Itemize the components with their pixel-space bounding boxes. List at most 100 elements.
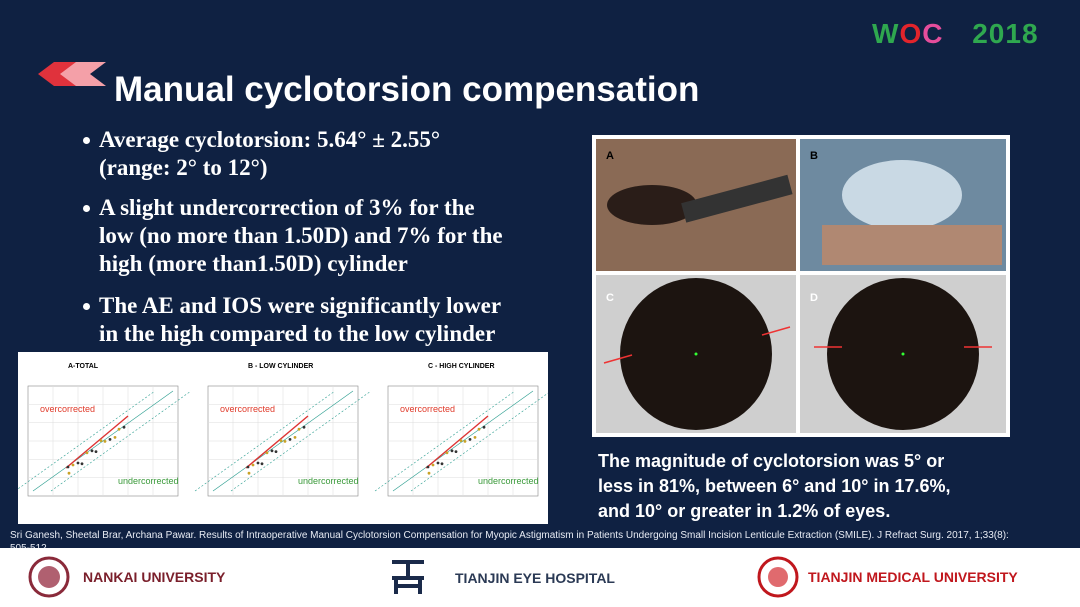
scatter-dot	[90, 449, 94, 453]
under-label: undercorrected	[118, 476, 179, 486]
bullet-dot	[83, 137, 90, 144]
footer-left: NANKAI UNIVERSITY	[83, 569, 226, 585]
scatter-dot	[270, 449, 274, 453]
scatter-dot	[274, 450, 278, 453]
bullet-line: in the high compared to the low cylinder	[99, 321, 496, 346]
reference-line	[230, 390, 372, 492]
scatter-dot	[431, 463, 435, 467]
scatter-dot	[293, 436, 297, 439]
caption-line: and 10° or greater in 1.2% of eyes.	[598, 501, 891, 521]
scatter-dot	[468, 438, 472, 441]
scatter-dot	[427, 471, 431, 475]
scatter-dot	[117, 427, 121, 431]
scatter-dot	[251, 463, 255, 467]
conference-logo: WOC 2018	[872, 18, 1039, 50]
bullet-line: A slight undercorrection of 3% for the	[99, 195, 475, 220]
footer-right: TIANJIN MEDICAL UNIVERSITY	[808, 569, 1018, 585]
scatter-dot	[454, 450, 458, 453]
over-label: overcorrected	[400, 404, 455, 414]
caption-line: less in 81%, between 6° and 10° in 17.6%…	[598, 476, 951, 496]
scatter-dot	[103, 440, 107, 443]
scatter-dot	[440, 462, 444, 466]
scatter-image: A-TOTAL overcorrected undercorrected B - LO…	[14, 363, 552, 497]
scatter-dot	[436, 461, 440, 465]
fit-line	[425, 415, 489, 469]
bullet-line: Average cyclotorsion: 5.64° ± 2.55°	[99, 127, 441, 152]
scatter-dot	[450, 449, 454, 453]
scatter-dot	[288, 438, 292, 441]
scatter-dot	[482, 425, 486, 429]
scatter-dot	[477, 427, 481, 431]
eye-hospital-logo	[392, 560, 424, 594]
logo-year: 2018	[972, 18, 1039, 49]
reference-line	[194, 390, 336, 492]
scatter-figure: A-TOTAL overcorrected undercorrected B - LO…	[14, 352, 552, 524]
scatter-dot	[302, 425, 306, 429]
bullet-line: low (no more than 1.50D) and 7% for the	[99, 223, 503, 248]
photo-figure: A B C D	[592, 135, 1010, 437]
scatter-dot	[265, 451, 269, 455]
over-label: overcorrected	[220, 404, 275, 414]
under-label: undercorrected	[298, 476, 359, 486]
scatter-dot	[426, 465, 430, 469]
reference-line	[14, 390, 156, 492]
tmu-logo	[757, 556, 799, 598]
scatter-dot	[279, 439, 283, 442]
scatter-dot	[99, 439, 103, 442]
scatter-dot	[463, 440, 467, 443]
bullet-dot	[83, 303, 90, 310]
footer-center: TIANJIN EYE HOSPITAL	[455, 570, 615, 586]
photo-grid: A B C D	[596, 139, 1006, 433]
scatter-dot	[246, 465, 250, 469]
photo-label: A	[606, 150, 614, 162]
logo-letter: C	[922, 18, 944, 49]
reference-line	[410, 390, 552, 492]
citation-line: Sri Ganesh, Sheetal Brar, Archana Pawar.…	[10, 530, 1009, 541]
title-icon	[38, 62, 106, 86]
reference-line	[374, 390, 516, 492]
reference-line	[212, 390, 354, 492]
scatter-dot	[283, 440, 287, 443]
scatter-dot	[80, 462, 84, 466]
scatter-dot	[85, 451, 89, 455]
scatter-dot	[66, 465, 70, 469]
bullet: The AE and IOS were significantly lower i…	[83, 292, 502, 348]
scatter-dot	[247, 471, 251, 475]
scatter-dot	[473, 436, 477, 439]
reference-line	[392, 390, 534, 492]
scatter-dot	[76, 461, 80, 465]
bullet: A slight undercorrection of 3% for the lo…	[83, 194, 503, 278]
under-label: undercorrected	[478, 476, 539, 486]
scatter-dot	[297, 427, 301, 431]
logo-letter: O	[899, 18, 923, 49]
bullet-dot	[83, 205, 90, 212]
scatter-dot	[71, 463, 75, 467]
fit-line	[65, 415, 129, 469]
bullet-line: (range: 2° to 12°)	[99, 155, 268, 180]
caption-line: The magnitude of cyclotorsion was 5° or	[598, 451, 945, 471]
bullet: Average cyclotorsion: 5.64° ± 2.55° (rang…	[83, 126, 441, 182]
slide-title: Manual cyclotorsion compensation	[114, 70, 700, 109]
logo-letter: W	[872, 18, 900, 49]
scatter-dot	[445, 451, 449, 455]
scatter-dot	[94, 450, 98, 453]
photo-label: B	[810, 150, 818, 162]
scatter-dot	[122, 425, 126, 429]
bullet-line: high (more than1.50D) cylinder	[99, 251, 408, 276]
scatter-dot	[108, 438, 112, 441]
photo-label: D	[810, 292, 818, 304]
photo-label: C	[606, 292, 614, 304]
scatter-dot	[459, 439, 463, 442]
reference-line	[50, 390, 192, 492]
scatter-dot	[256, 461, 260, 465]
panel-heading: A-TOTAL	[68, 363, 99, 370]
reference-line	[32, 390, 174, 492]
footer-band: NANKAI UNIVERSITY TIANJIN EYE HOSPITAL T…	[0, 548, 1080, 607]
bullet-line: The AE and IOS were significantly lower	[99, 293, 502, 318]
panel-heading: B - LOW CYLINDER	[248, 363, 313, 370]
panel-heading: C - HIGH CYLINDER	[428, 363, 495, 370]
nankai-logo	[28, 556, 70, 598]
scatter-dot	[260, 462, 264, 466]
scatter-dot	[113, 436, 117, 439]
